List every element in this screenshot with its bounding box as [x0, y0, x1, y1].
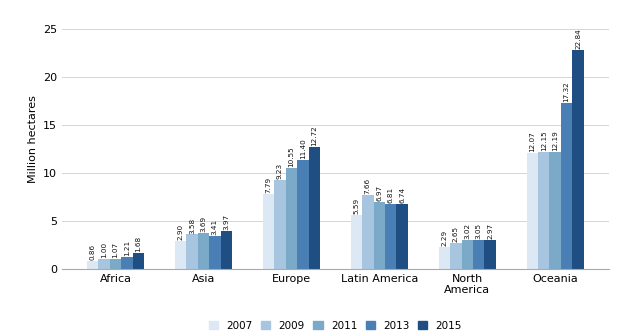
Bar: [220, 231, 232, 269]
Text: 3.41: 3.41: [212, 219, 218, 235]
Text: 3.02: 3.02: [465, 223, 470, 239]
Text: 7.79: 7.79: [266, 177, 271, 193]
Bar: [550, 152, 561, 269]
Text: 9.23: 9.23: [277, 163, 283, 179]
Bar: [561, 103, 573, 269]
Bar: [362, 196, 374, 269]
Bar: [286, 168, 297, 269]
Bar: [461, 240, 473, 269]
Text: 2.29: 2.29: [442, 230, 447, 246]
Bar: [573, 50, 584, 269]
Text: 3.58: 3.58: [189, 217, 195, 234]
Text: 3.69: 3.69: [201, 216, 206, 233]
Bar: [473, 240, 484, 269]
Text: 10.55: 10.55: [288, 146, 294, 167]
Text: 1.68: 1.68: [135, 236, 142, 252]
Text: 6.74: 6.74: [399, 187, 405, 203]
Text: 6.97: 6.97: [376, 185, 383, 201]
Text: 12.19: 12.19: [552, 130, 558, 151]
Bar: [297, 160, 309, 269]
Text: 5.59: 5.59: [353, 198, 360, 214]
Y-axis label: Million hectares: Million hectares: [27, 95, 37, 183]
Bar: [186, 235, 197, 269]
Text: 1.07: 1.07: [112, 242, 119, 258]
Bar: [197, 234, 209, 269]
Bar: [121, 257, 133, 269]
Text: 12.72: 12.72: [311, 125, 317, 146]
Bar: [175, 241, 186, 269]
Bar: [396, 204, 408, 269]
Bar: [263, 194, 274, 269]
Legend: 2007, 2009, 2011, 2013, 2015: 2007, 2009, 2011, 2013, 2015: [209, 321, 462, 331]
Bar: [87, 260, 98, 269]
Bar: [538, 153, 550, 269]
Bar: [133, 253, 144, 269]
Bar: [110, 258, 121, 269]
Text: 3.97: 3.97: [224, 214, 229, 230]
Bar: [385, 204, 396, 269]
Bar: [209, 236, 220, 269]
Text: 12.07: 12.07: [529, 131, 535, 152]
Text: 0.86: 0.86: [89, 244, 96, 260]
Bar: [309, 147, 320, 269]
Bar: [374, 202, 385, 269]
Bar: [351, 215, 362, 269]
Text: 3.05: 3.05: [476, 222, 482, 239]
Bar: [484, 240, 496, 269]
Bar: [450, 243, 461, 269]
Bar: [274, 180, 286, 269]
Text: 2.65: 2.65: [453, 226, 459, 243]
Text: 7.66: 7.66: [365, 178, 371, 195]
Text: 2.97: 2.97: [487, 223, 493, 239]
Text: 2.90: 2.90: [178, 224, 184, 240]
Text: 17.32: 17.32: [564, 81, 569, 102]
Text: 22.84: 22.84: [575, 28, 581, 49]
Bar: [527, 153, 538, 269]
Text: 1.00: 1.00: [101, 242, 107, 258]
Text: 12.15: 12.15: [541, 131, 546, 152]
Text: 1.21: 1.21: [124, 240, 130, 256]
Text: 6.81: 6.81: [388, 186, 394, 203]
Text: 11.40: 11.40: [300, 138, 306, 159]
Bar: [438, 247, 450, 269]
Bar: [98, 259, 110, 269]
